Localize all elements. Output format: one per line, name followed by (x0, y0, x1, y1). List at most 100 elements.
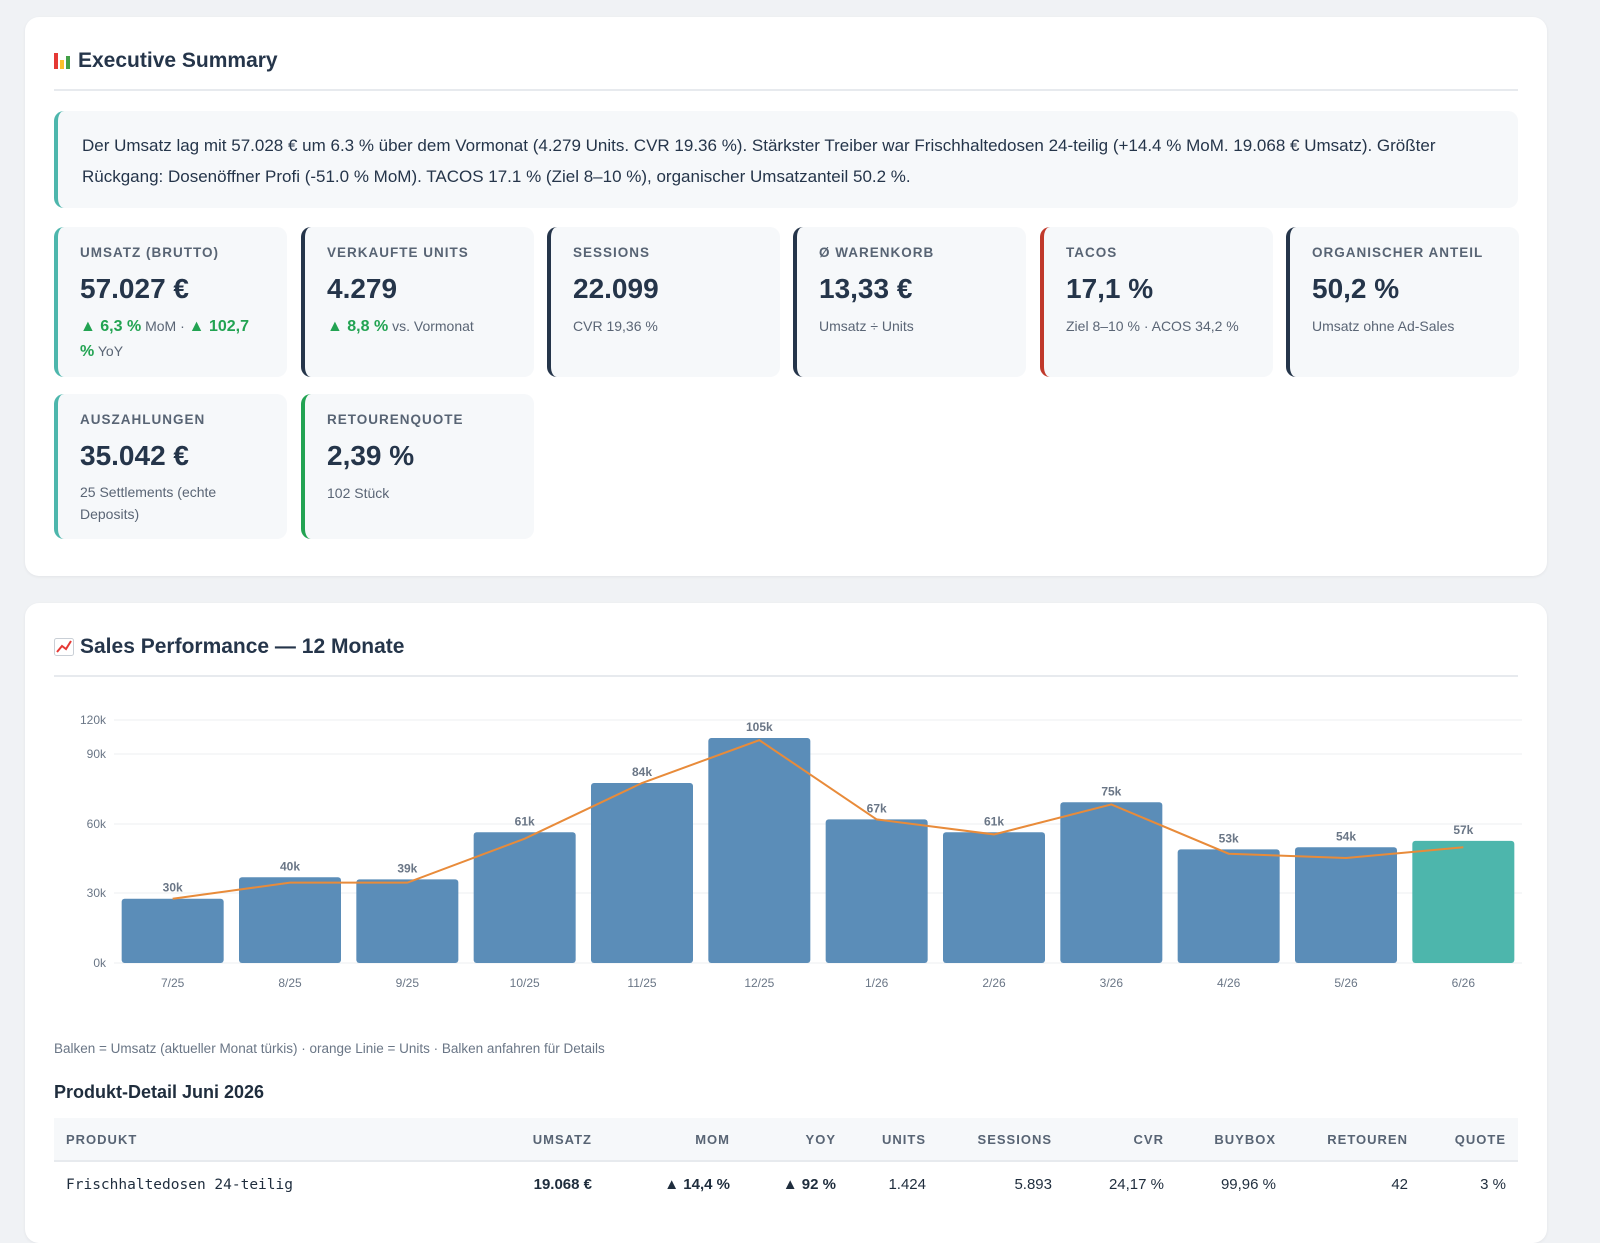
kpi-sub: Umsatz ÷ Units (819, 318, 914, 334)
kpi-label: ORGANISCHER ANTEIL (1312, 245, 1484, 260)
section-title: Sales Performance — 12 Monate (80, 635, 405, 658)
x-tick-label: 1/26 (865, 976, 889, 990)
cell-returns: 42 (1391, 1176, 1408, 1193)
executive-summary-card: Executive Summary Der Umsatz lag mit 57.… (25, 17, 1547, 576)
column-header[interactable]: PRODUKT (54, 1118, 484, 1162)
bar-value-label: 39k (397, 861, 417, 875)
divider (54, 675, 1518, 677)
x-tick-label: 6/26 (1452, 976, 1476, 990)
bar-value-label: 67k (867, 801, 887, 815)
x-tick-label: 9/25 (396, 976, 420, 990)
kpi-label: TACOS (1066, 245, 1118, 260)
kpi-card-payouts: AUSZAHLUNGEN 35.042 € 25 Settlements (ec… (54, 394, 287, 539)
x-tick-label: 7/25 (161, 976, 185, 990)
chart-bar (1295, 847, 1397, 963)
x-tick-label: 12/25 (744, 976, 774, 990)
cell-quote: 3 % (1480, 1176, 1506, 1193)
chart-bar (1177, 849, 1280, 963)
kpi-value: 2,39 % (327, 440, 415, 471)
kpi-sub: Umsatz ohne Ad-Sales (1312, 318, 1455, 334)
kpi-sub: 102 Stück (327, 485, 390, 501)
bar-value-label: 53k (1219, 831, 1239, 845)
yoy-delta: ▲ 102,7 % (80, 318, 249, 360)
kpi-label: UMSATZ (BRUTTO) (80, 245, 219, 260)
column-header[interactable]: MOM (604, 1118, 742, 1162)
column-header[interactable]: RETOUREN (1288, 1118, 1420, 1162)
bar-value-label: 105k (746, 720, 773, 734)
summary-callout: Der Umsatz lag mit 57.028 € um 6.3 % übe… (54, 111, 1518, 208)
y-tick-label: 90k (87, 747, 107, 761)
cell-mom: ▲ 14,4 % (664, 1176, 730, 1193)
kpi-label: AUSZAHLUNGEN (80, 412, 206, 427)
chart-bar (239, 877, 341, 963)
sales-chart-svg: 0k 30k 60k 90k 120k 30k 7/25 40k 8/25 39k 9/25 61k 1… (80, 713, 1522, 990)
kpi-card-sessions: SESSIONS 22.099 CVR 19,36 % (547, 227, 780, 377)
line-chart-icon (54, 638, 74, 656)
chart-bar (356, 879, 459, 963)
kpi-label: RETOURENQUOTE (327, 412, 464, 427)
bar-value-label: 61k (984, 814, 1004, 828)
kpi-card-units: VERKAUFTE UNITS 4.279 ▲ 8,8 % vs. Vormon… (301, 227, 534, 377)
divider (54, 89, 1518, 91)
sales-performance-header: Sales Performance — 12 Monate (54, 635, 404, 659)
y-tick-label: 120k (80, 713, 107, 727)
cell-sessions: 5.893 (1014, 1176, 1052, 1193)
kpi-delta: ▲ 8,8 % vs. Vormonat (327, 314, 514, 339)
chart-bar (825, 819, 928, 963)
bar-value-label: 40k (280, 859, 300, 873)
sales-chart: 0k 30k 60k 90k 120k 30k 7/25 40k 8/25 39k 9/25 61k 1… (54, 698, 1554, 1028)
x-tick-label: 5/26 (1334, 976, 1358, 990)
cell-units: 1.424 (888, 1176, 926, 1193)
kpi-value: 22.099 (573, 273, 659, 304)
kpi-card-tacos: TACOS 17,1 % Ziel 8–10 % · ACOS 34,2 % (1040, 227, 1273, 377)
product-detail-title: Produkt-Detail Juni 2026 (54, 1082, 265, 1102)
cell-yoy: ▲ 92 % (782, 1176, 836, 1193)
kpi-value: 50,2 % (1312, 273, 1400, 304)
column-header[interactable]: CVR (1064, 1118, 1176, 1162)
units-delta-suffix: vs. Vormonat (392, 318, 474, 334)
kpi-value: 13,33 € (819, 273, 913, 304)
column-header[interactable]: YOY (742, 1118, 848, 1162)
units-delta: ▲ 8,8 % (327, 318, 389, 335)
column-header[interactable]: BUYBOX (1176, 1118, 1288, 1162)
bar-value-label: 30k (163, 881, 183, 895)
cell-product: Frischhaltedosen 24-teilig (66, 1176, 293, 1193)
kpi-sub: 25 Settlements (echte Deposits) (80, 484, 217, 522)
bar-value-label: 84k (632, 765, 652, 779)
column-header[interactable]: SESSIONS (938, 1118, 1064, 1162)
bar-value-label: 54k (1336, 829, 1356, 843)
kpi-card-basket: Ø WARENKORB 13,33 € Umsatz ÷ Units (793, 227, 1026, 377)
kpi-value: 35.042 € (80, 440, 189, 471)
column-header[interactable]: QUOTE (1420, 1118, 1518, 1162)
units-line (172, 739, 1464, 900)
mom-delta: ▲ 6,3 % (80, 318, 142, 335)
x-tick-label: 2/26 (982, 976, 1006, 990)
kpi-delta: ▲ 6,3 % MoM · ▲ 102,7 % YoY (80, 314, 267, 364)
kpi-value: 57.027 € (80, 273, 189, 304)
bar-value-label: 57k (1453, 823, 1473, 837)
mom-suffix: MoM · (145, 318, 185, 334)
chart-bar (1412, 840, 1515, 963)
sales-performance-card: Sales Performance — 12 Monate 0k 30k 60k 90… (25, 603, 1547, 1243)
kpi-sub: CVR 19,36 % (573, 318, 658, 334)
chart-caption: Balken = Umsatz (aktueller Monat türkis)… (54, 1041, 605, 1056)
kpi-label: SESSIONS (573, 245, 651, 260)
kpi-label: Ø WARENKORB (819, 245, 935, 260)
chart-bar (121, 898, 224, 963)
x-tick-label: 8/25 (278, 976, 302, 990)
column-header[interactable]: UMSATZ (484, 1118, 604, 1162)
table-row[interactable]: Frischhaltedosen 24-teilig 19.068 € ▲ 14… (54, 1161, 1518, 1207)
x-tick-label: 10/25 (510, 976, 540, 990)
y-tick-label: 30k (87, 886, 107, 900)
kpi-sub: Ziel 8–10 % · ACOS 34,2 % (1066, 318, 1239, 334)
cell-revenue: 19.068 € (533, 1176, 592, 1193)
kpi-card-return-rate: RETOURENQUOTE 2,39 % 102 Stück (301, 394, 534, 539)
chart-bar (708, 738, 811, 963)
x-tick-label: 4/26 (1217, 976, 1241, 990)
y-tick-label: 60k (87, 817, 107, 831)
kpi-label: VERKAUFTE UNITS (327, 245, 469, 260)
chart-bar (591, 783, 693, 963)
kpi-value: 4.279 (327, 273, 398, 304)
column-header[interactable]: UNITS (848, 1118, 938, 1162)
bar-chart-icon (54, 53, 72, 69)
